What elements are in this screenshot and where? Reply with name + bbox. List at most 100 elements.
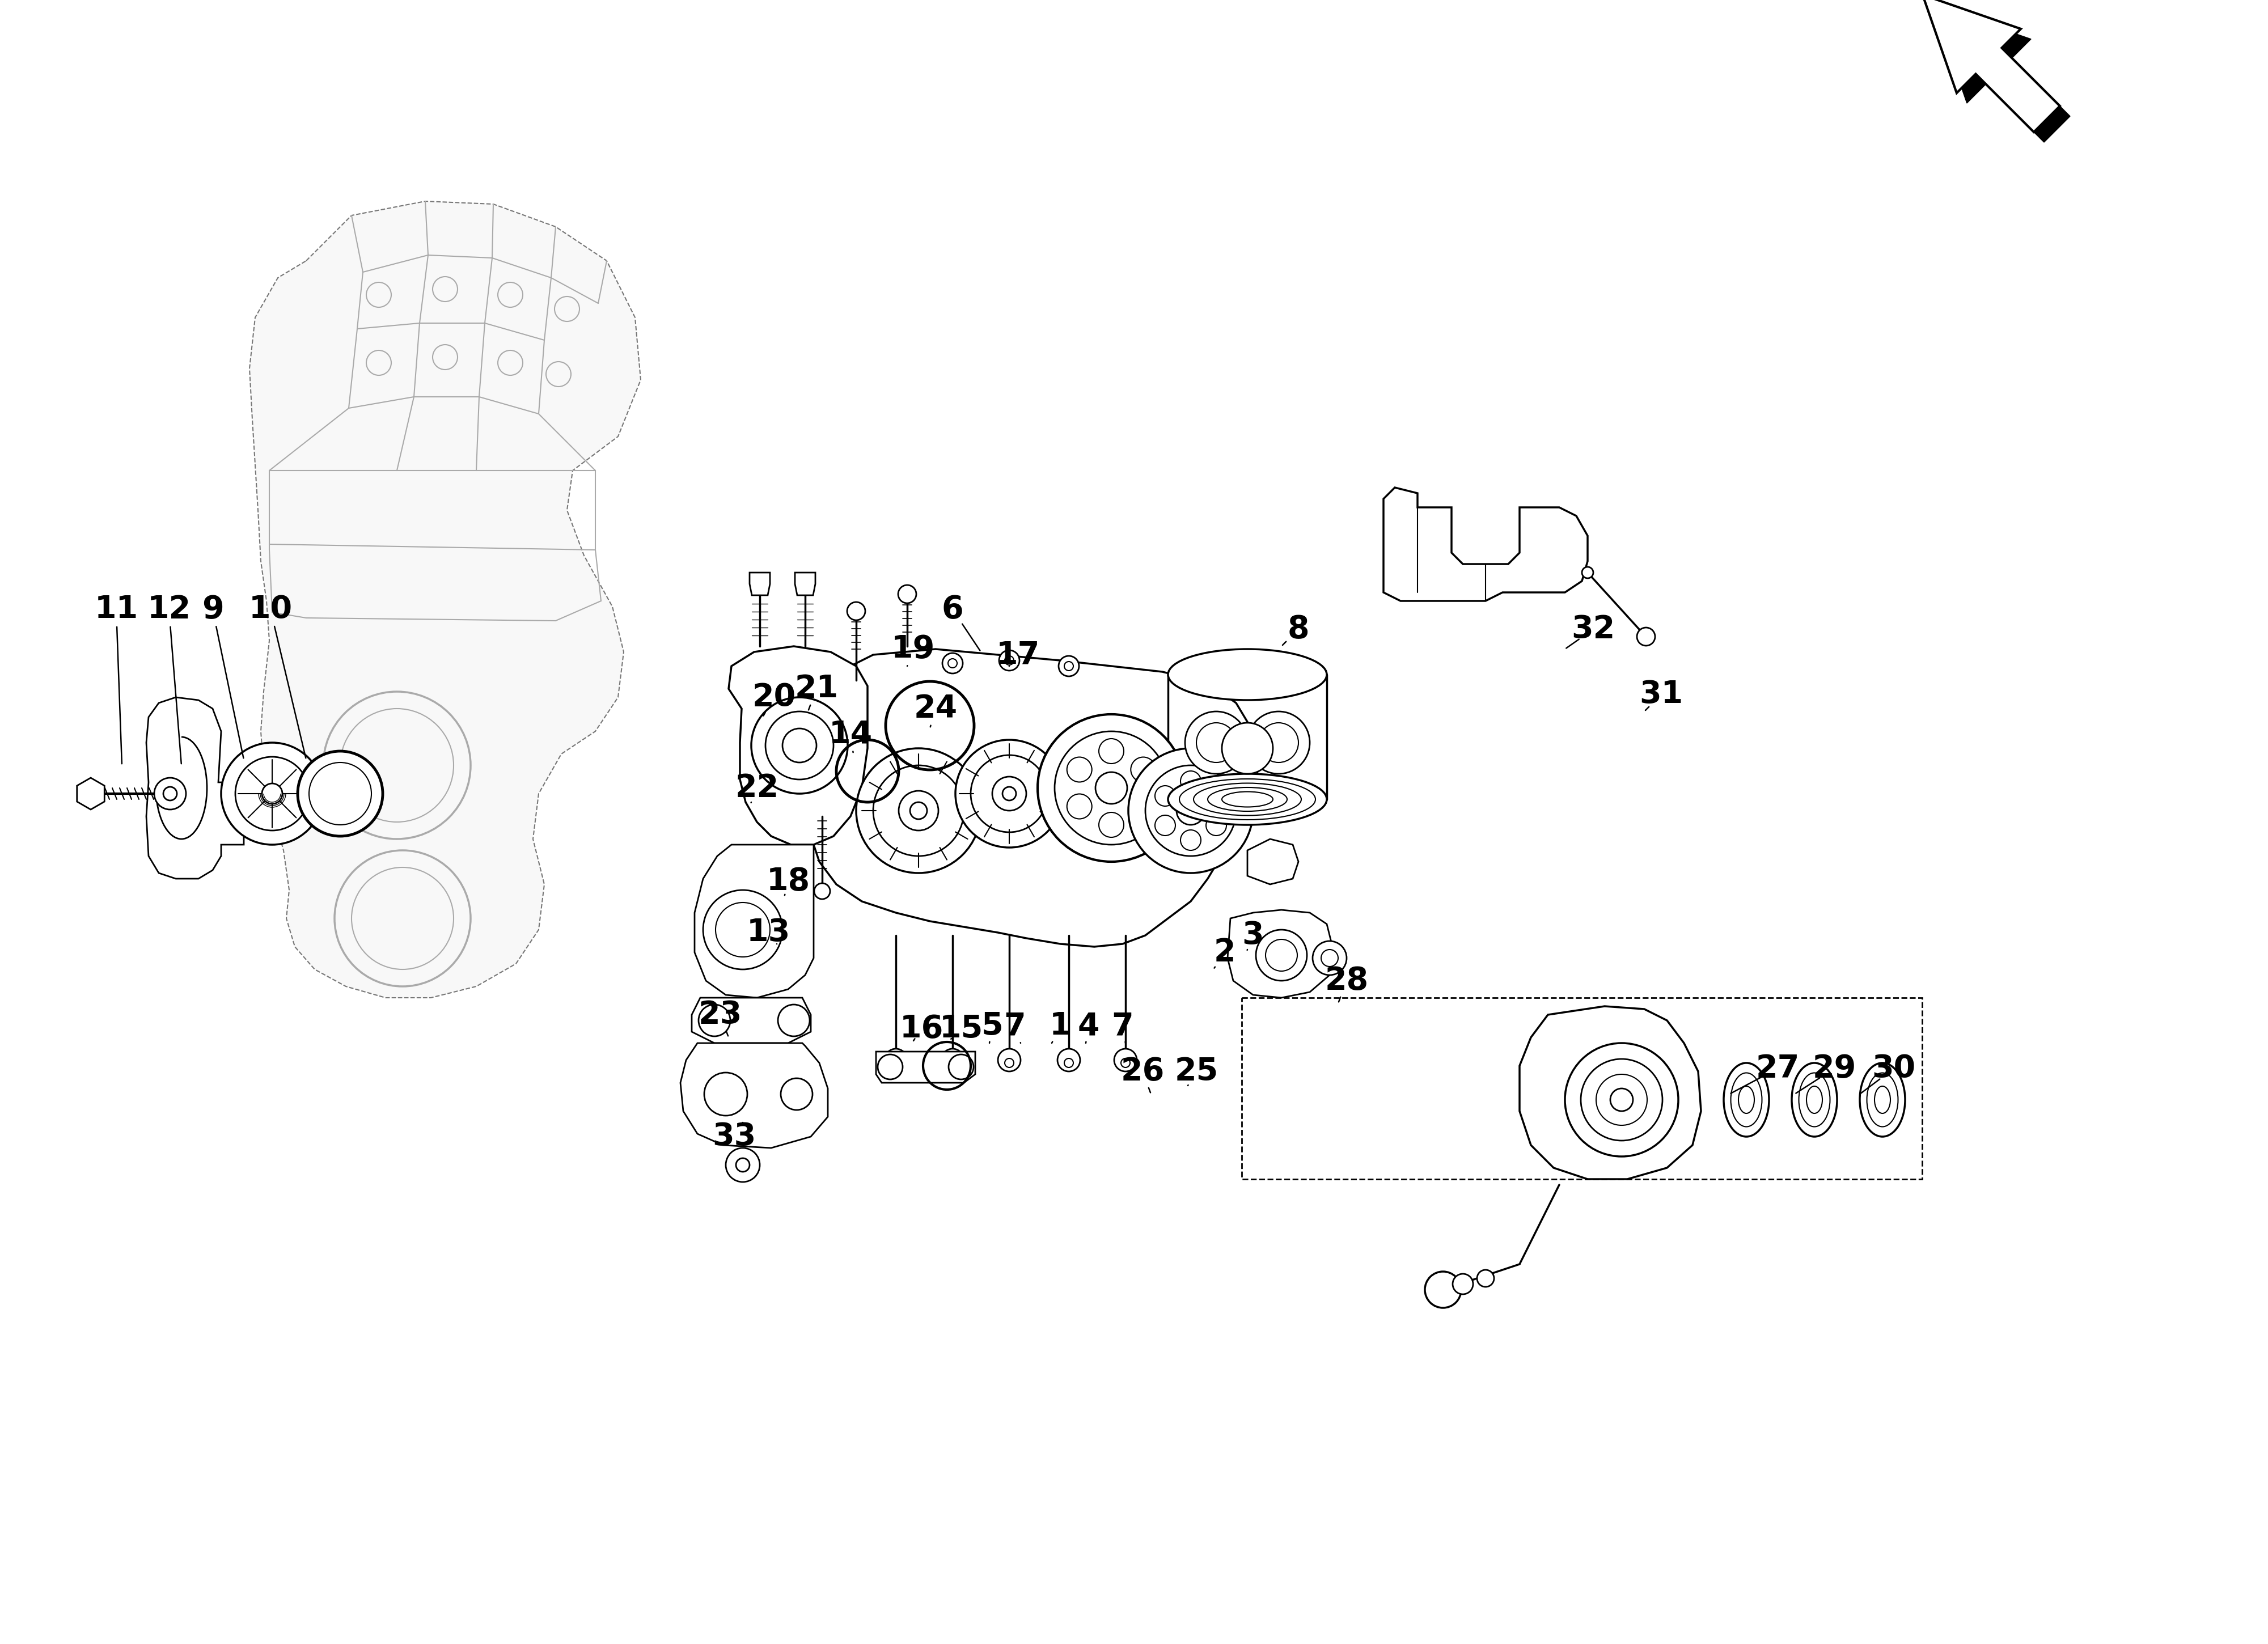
Polygon shape (692, 998, 812, 1042)
Circle shape (1129, 748, 1252, 873)
Circle shape (814, 883, 830, 899)
Ellipse shape (1179, 779, 1315, 820)
Circle shape (782, 728, 816, 763)
Polygon shape (728, 646, 866, 845)
Polygon shape (680, 1042, 828, 1148)
Text: 13: 13 (746, 917, 789, 949)
Circle shape (848, 602, 866, 620)
Circle shape (367, 283, 392, 307)
Ellipse shape (1724, 1064, 1769, 1136)
Circle shape (1154, 815, 1175, 835)
Polygon shape (145, 697, 245, 878)
Circle shape (1066, 794, 1091, 819)
Ellipse shape (1805, 1087, 1823, 1113)
Circle shape (433, 345, 458, 370)
Circle shape (898, 791, 939, 830)
Ellipse shape (1168, 774, 1327, 825)
Polygon shape (805, 649, 1259, 947)
Text: 17: 17 (996, 640, 1039, 671)
Text: 25: 25 (1175, 1055, 1218, 1087)
Circle shape (324, 692, 472, 838)
Circle shape (703, 1072, 748, 1116)
Circle shape (352, 868, 454, 970)
Circle shape (1610, 1088, 1633, 1111)
Circle shape (222, 743, 324, 845)
Ellipse shape (1740, 1087, 1755, 1113)
Circle shape (1098, 738, 1125, 763)
Text: 32: 32 (1572, 613, 1615, 644)
Circle shape (263, 784, 281, 804)
Circle shape (1637, 628, 1656, 646)
Circle shape (1452, 1274, 1474, 1294)
Circle shape (1179, 830, 1202, 850)
Circle shape (1476, 1269, 1495, 1287)
Text: 16: 16 (900, 1014, 943, 1044)
Circle shape (1132, 794, 1157, 819)
Ellipse shape (1867, 1074, 1898, 1126)
Circle shape (998, 651, 1021, 671)
Text: 26: 26 (1120, 1055, 1163, 1087)
Circle shape (878, 1054, 903, 1080)
Polygon shape (1932, 5, 2071, 143)
Circle shape (1120, 1059, 1129, 1067)
Polygon shape (796, 572, 816, 595)
Circle shape (336, 850, 472, 986)
Circle shape (948, 1054, 973, 1080)
Text: 22: 22 (735, 773, 778, 804)
Ellipse shape (1168, 649, 1327, 700)
Text: 33: 33 (712, 1121, 755, 1152)
Circle shape (1154, 786, 1175, 806)
Circle shape (1256, 931, 1306, 981)
Circle shape (955, 740, 1064, 848)
Circle shape (717, 903, 771, 957)
Polygon shape (1247, 838, 1297, 884)
Circle shape (1095, 773, 1127, 804)
Circle shape (1597, 1074, 1647, 1124)
Circle shape (1064, 1059, 1073, 1067)
Circle shape (1005, 656, 1014, 664)
Circle shape (1002, 787, 1016, 801)
Circle shape (898, 585, 916, 603)
Text: 24: 24 (914, 694, 957, 723)
Text: 10: 10 (249, 593, 293, 625)
Circle shape (1313, 940, 1347, 975)
Circle shape (943, 653, 962, 674)
Circle shape (1057, 1049, 1080, 1072)
Text: 7: 7 (1111, 1011, 1134, 1041)
Circle shape (1132, 758, 1157, 783)
Circle shape (1114, 1049, 1136, 1072)
Ellipse shape (1860, 1064, 1905, 1136)
Polygon shape (694, 845, 814, 998)
Circle shape (1177, 796, 1204, 825)
Circle shape (703, 889, 782, 970)
Text: 11: 11 (95, 593, 138, 625)
Circle shape (948, 1059, 957, 1067)
Circle shape (1145, 766, 1236, 857)
Ellipse shape (1730, 1074, 1762, 1126)
Circle shape (971, 755, 1048, 832)
Text: 21: 21 (794, 674, 839, 704)
Circle shape (909, 802, 928, 819)
Polygon shape (1383, 488, 1588, 602)
Circle shape (1039, 713, 1184, 861)
Circle shape (941, 1049, 964, 1072)
Circle shape (1222, 723, 1272, 774)
Circle shape (778, 1004, 810, 1036)
Text: 31: 31 (1640, 679, 1683, 710)
Circle shape (547, 362, 572, 386)
Circle shape (1198, 723, 1236, 763)
Text: 20: 20 (753, 682, 796, 712)
Text: 19: 19 (891, 635, 934, 664)
Circle shape (1424, 1271, 1461, 1309)
Text: 28: 28 (1325, 965, 1368, 996)
Circle shape (1098, 812, 1125, 837)
Polygon shape (1227, 909, 1334, 998)
Text: 27: 27 (1755, 1054, 1799, 1083)
Text: 5: 5 (982, 1011, 1002, 1041)
Ellipse shape (1799, 1074, 1830, 1126)
Text: 8: 8 (1288, 613, 1309, 644)
Text: 18: 18 (767, 866, 810, 898)
Circle shape (1179, 771, 1202, 791)
Polygon shape (1923, 0, 2059, 132)
Polygon shape (77, 778, 104, 809)
